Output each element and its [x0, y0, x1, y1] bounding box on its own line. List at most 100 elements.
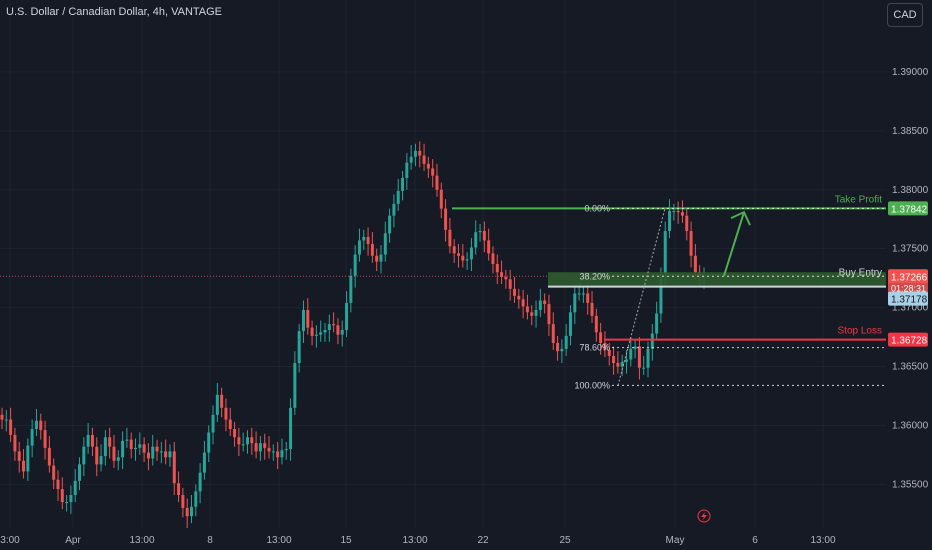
candle-body: [125, 439, 129, 441]
candle-body: [448, 229, 452, 247]
candle-body: [116, 457, 120, 461]
candle-body: [159, 451, 163, 453]
candle-body: [22, 460, 26, 472]
candle-body: [293, 363, 297, 408]
candle-body: [30, 429, 34, 446]
candle-body: [207, 432, 211, 453]
candle-body: [646, 348, 650, 368]
lightning-icon-glyph: [701, 512, 707, 521]
candle-body: [500, 272, 504, 277]
take-profit-price-bg: [888, 201, 928, 216]
candle-body: [426, 163, 430, 169]
candle-body: [172, 451, 176, 484]
candle-body: [452, 246, 456, 254]
candle-body: [534, 309, 538, 316]
candle-body: [17, 451, 21, 461]
x-tick-label: 8: [207, 535, 213, 546]
candle-body: [95, 446, 99, 465]
candle-body: [134, 447, 138, 450]
stop-loss-price: 1.36728: [891, 336, 928, 347]
y-tick-label: 1.37500: [892, 244, 929, 255]
candle-body: [362, 236, 366, 241]
candle-body: [543, 300, 547, 305]
chart-title: U.S. Dollar / Canadian Dollar, 4h, VANTA…: [6, 6, 223, 18]
candle-body: [495, 264, 499, 273]
fib-label: 100.00%: [574, 380, 610, 390]
candle-body: [86, 434, 90, 447]
candle-body: [220, 394, 224, 408]
candle-body: [388, 215, 392, 234]
candle-body: [551, 324, 555, 343]
fib-label: 78.60%: [579, 343, 610, 353]
candle-body: [9, 419, 13, 435]
candle-body: [409, 156, 413, 163]
candle-body: [568, 312, 572, 336]
y-tick-label: 1.35500: [892, 479, 929, 490]
candle-body: [517, 295, 521, 300]
entry-low-price-bg: [888, 291, 928, 306]
fib-trend-line: [617, 208, 666, 386]
candle-body: [594, 315, 598, 333]
candle-body: [413, 150, 417, 157]
candle-body: [345, 302, 349, 330]
candle-body: [633, 346, 637, 349]
candle-body: [155, 446, 159, 452]
candle-body: [177, 483, 181, 495]
x-tick-label: 6: [752, 535, 758, 546]
candle-body: [680, 212, 684, 216]
current-price: 1.37266: [891, 272, 928, 283]
candle-body: [34, 420, 38, 429]
candle-body: [521, 299, 525, 307]
candle-body: [616, 363, 620, 367]
candle-body: [383, 233, 387, 255]
candle-body: [504, 276, 508, 280]
candle-body: [319, 332, 323, 335]
candle-body: [336, 325, 340, 335]
candle-body: [211, 414, 215, 433]
candle-body: [340, 330, 344, 335]
candle-body: [310, 327, 314, 336]
x-tick-label: 13:00: [266, 535, 291, 546]
currency-button[interactable]: CAD: [887, 3, 923, 27]
countdown-timer: 01:28:31: [891, 283, 926, 293]
candle-body: [586, 293, 590, 303]
candle-body: [379, 254, 383, 262]
candle-body: [112, 446, 116, 461]
candle-body: [271, 451, 275, 453]
candle-body: [564, 335, 568, 349]
candle-body: [78, 464, 82, 481]
candle-body: [314, 334, 318, 336]
candle-body: [422, 155, 426, 164]
candle-body: [474, 232, 478, 248]
candle-body: [435, 175, 439, 190]
candle-body: [43, 430, 47, 448]
candle-body: [418, 150, 422, 156]
candle-body: [637, 346, 641, 368]
candle-body: [267, 447, 271, 452]
candle-body: [280, 450, 284, 458]
candle-body: [69, 495, 73, 503]
candle-body: [301, 309, 305, 332]
x-tick-label: 3:00: [0, 535, 20, 546]
candle-body: [233, 429, 237, 438]
candle-body: [629, 348, 633, 360]
candle-body: [198, 472, 202, 492]
stop-loss-label: Stop Loss: [838, 326, 882, 337]
candle-body: [39, 420, 43, 431]
target-arrow-head: [730, 210, 751, 226]
candle-body: [250, 437, 254, 444]
candle-body: [306, 309, 310, 328]
candle-body: [323, 330, 327, 333]
candle-body: [560, 348, 564, 352]
candle-body: [82, 446, 86, 465]
candle-body: [607, 350, 611, 356]
candle-body: [224, 407, 228, 420]
candle-body: [245, 437, 249, 445]
candle-body: [396, 190, 400, 204]
candle-body: [73, 480, 77, 495]
candle-body: [215, 394, 219, 415]
candle-body: [47, 447, 51, 466]
candle-body: [56, 479, 60, 490]
candle-body: [590, 302, 594, 316]
